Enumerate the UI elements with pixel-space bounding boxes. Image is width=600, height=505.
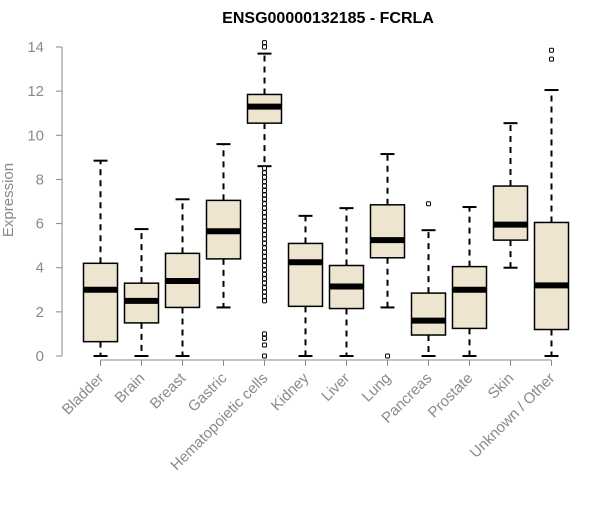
outlier-point [262, 293, 267, 299]
outlier-point [262, 285, 267, 291]
x-tick-label: Skin [485, 370, 518, 403]
box-skin [492, 122, 529, 269]
outlier-point [262, 223, 267, 229]
x-tick-label: Prostate [425, 370, 477, 422]
outlier-point [262, 205, 267, 211]
y-tick-label: 0 [36, 348, 44, 365]
outlier-point [262, 249, 267, 255]
outlier-point [262, 227, 267, 233]
outlier-point [262, 214, 267, 220]
x-tick-label: Bladder [59, 370, 108, 419]
iqr-box [410, 292, 447, 336]
outlier-point [262, 196, 267, 202]
box-hematopoietic-cells [246, 40, 283, 359]
box-pancreas [410, 201, 447, 357]
box-kidney [287, 214, 324, 357]
outlier-point [262, 40, 267, 46]
outlier-point [262, 240, 267, 246]
outlier-point [262, 174, 267, 180]
x-tick-label: Kidney [268, 369, 313, 414]
outlier-point [262, 254, 267, 260]
outlier-point [262, 271, 267, 277]
outlier-point [262, 331, 267, 337]
outlier-point [262, 267, 267, 273]
outlier-point [262, 245, 267, 251]
box-prostate [451, 206, 488, 357]
outlier-point [262, 44, 267, 50]
iqr-box [533, 221, 570, 331]
box-series [82, 40, 570, 359]
iqr-box [492, 185, 529, 241]
outlier-point [262, 289, 267, 295]
iqr-box [451, 265, 488, 330]
outlier-point [262, 342, 267, 348]
y-tick-label: 10 [27, 127, 44, 144]
outlier-point [262, 236, 267, 242]
y-tick-label: 8 [36, 171, 44, 188]
y-tick-label: 6 [36, 216, 44, 233]
outlier-point [549, 47, 554, 53]
outlier-point [262, 353, 267, 359]
outlier-point [262, 187, 267, 193]
outlier-point [262, 232, 267, 238]
x-tick-label: Lung [359, 370, 395, 406]
x-tick-label: Breast [147, 369, 190, 412]
iqr-box [369, 204, 406, 259]
outlier-point [262, 218, 267, 224]
y-axis-label: Expression [0, 163, 17, 237]
outlier-point [262, 170, 267, 176]
box-unknown-other [533, 47, 570, 357]
chart-title: ENSG00000132185 - FCRLA [222, 10, 434, 27]
outlier-point [549, 56, 554, 62]
box-bladder [82, 159, 119, 357]
y-tick-label: 2 [36, 304, 44, 321]
outlier-point [262, 258, 267, 264]
box-brain [123, 228, 160, 357]
y-axis: 0 2 4 6 8 10 12 14 [27, 39, 63, 365]
outlier-point [262, 276, 267, 282]
outlier-point [262, 183, 267, 189]
outlier-point [262, 335, 267, 341]
y-tick-label: 14 [27, 39, 44, 56]
outlier-point [262, 201, 267, 207]
outlier-point [262, 263, 267, 269]
outlier-point [262, 179, 267, 185]
outlier-point [426, 201, 431, 207]
box-breast [164, 198, 201, 357]
outlier-point [262, 298, 267, 304]
outlier-point [262, 280, 267, 286]
iqr-box [82, 262, 119, 343]
x-tick-label: Brain [112, 370, 149, 407]
x-tick-label: Liver [318, 370, 353, 405]
outlier-point [385, 353, 390, 359]
y-tick-label: 4 [36, 260, 44, 277]
box-lung [369, 153, 406, 359]
iqr-box [287, 242, 324, 308]
outlier-point [262, 165, 267, 171]
y-tick-label: 12 [27, 83, 44, 100]
outlier-point [262, 192, 267, 198]
outlier-point [262, 210, 267, 216]
box-gastric [205, 143, 242, 309]
box-liver [328, 207, 365, 357]
